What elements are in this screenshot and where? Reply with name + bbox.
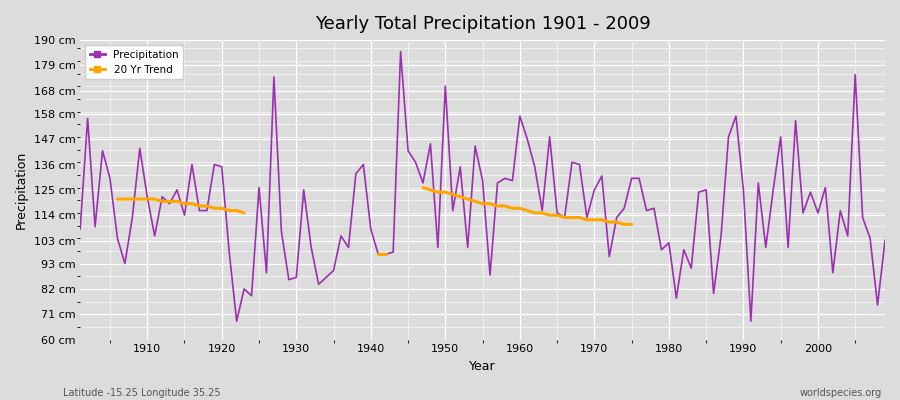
Legend: Precipitation, 20 Yr Trend: Precipitation, 20 Yr Trend [86, 45, 184, 79]
Text: worldspecies.org: worldspecies.org [800, 388, 882, 398]
Text: Latitude -15.25 Longitude 35.25: Latitude -15.25 Longitude 35.25 [63, 388, 220, 398]
Y-axis label: Precipitation: Precipitation [15, 151, 28, 229]
X-axis label: Year: Year [469, 360, 496, 373]
Title: Yearly Total Precipitation 1901 - 2009: Yearly Total Precipitation 1901 - 2009 [315, 15, 651, 33]
